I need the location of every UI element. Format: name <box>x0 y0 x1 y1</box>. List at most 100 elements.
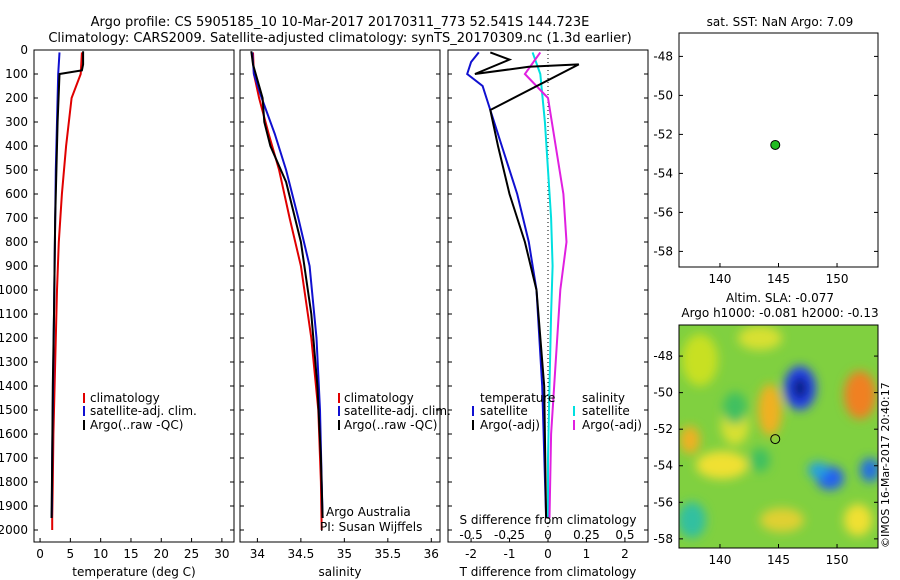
x-tick-label: -2 <box>465 547 477 561</box>
legend-label-argo-s: Argo(-adj) <box>582 418 642 432</box>
y-tick-label: 1500 <box>0 403 28 417</box>
x-tick-label-s: 0 <box>544 528 552 542</box>
x-tick-label: 145 <box>767 553 790 567</box>
difference-panel: -2 -1 0 1 2 -0.5 -0.25 0 0.25 0.5 S difference fr… <box>447 49 649 579</box>
x-tick-label: 145 <box>767 272 790 286</box>
salinity-legend: climatology satellite-adj. clim. Argo(..… <box>338 391 451 432</box>
y-tick-label: 300 <box>5 115 28 129</box>
x-tick-label: 140 <box>709 272 732 286</box>
y-tick-label: 600 <box>5 187 28 201</box>
temperature-panel: 0 5 10 15 20 25 30 010020030040050060070080090… <box>0 43 648 579</box>
x-tick-label: 2 <box>621 547 629 561</box>
y-tick-label: 1800 <box>0 475 28 489</box>
copyright-symbol: © <box>879 537 892 548</box>
x-tick-label-s: 0.25 <box>573 528 600 542</box>
legend-label-satellite-t: satellite <box>480 404 528 418</box>
legend-label-argo-t: Argo(-adj) <box>480 418 540 432</box>
x-tick-label: 15 <box>123 547 138 561</box>
y-tick-label: -54 <box>653 166 673 180</box>
x-tick-label: 35 <box>337 547 352 561</box>
y-tick-label: 1000 <box>0 283 28 297</box>
legend-label-argo: Argo(..raw -QC) <box>90 418 183 432</box>
legend-label-satellite: satellite-adj. clim. <box>344 404 451 418</box>
series-argo-t <box>474 51 580 519</box>
x-tick-label: 34.5 <box>288 547 315 561</box>
sla-map-title2: Argo h1000: -0.081 h2000: -0.13 <box>681 306 878 320</box>
y-tick-label: 2000 <box>0 523 28 537</box>
x-tick-label: 0 <box>36 547 44 561</box>
y-tick-label: 1300 <box>0 355 28 369</box>
credit-argo-australia: Argo Australia <box>326 505 411 519</box>
difference-xlabel: T difference from climatology <box>459 565 637 579</box>
y-tick-label: 0 <box>20 43 28 57</box>
y-tick-label: 500 <box>5 163 28 177</box>
figure-title-line2: Climatology: CARS2009. Satellite-adjuste… <box>48 31 631 46</box>
y-tick-label: 100 <box>5 67 28 81</box>
x-tick-label: 20 <box>154 547 169 561</box>
x-tick-label: 10 <box>93 547 108 561</box>
sla-map-title1: Altim. SLA: -0.077 <box>726 291 834 305</box>
temperature-xlabel: temperature (deg C) <box>72 565 195 579</box>
series-argo <box>50 51 85 519</box>
stamp-text: IMOS 16-Mar-2017 20:40:17 <box>879 382 892 537</box>
series-satellite-adj <box>251 52 324 519</box>
legend-label-argo: Argo(..raw -QC) <box>344 418 437 432</box>
difference-legend: temperature salinity satellite Argo(-adj… <box>472 391 642 432</box>
credit-pi: PI: Susan Wijffels <box>320 520 422 534</box>
series-argo <box>250 51 324 519</box>
x-tick-label-s: -0.5 <box>459 528 482 542</box>
sst-map-axes <box>678 32 879 268</box>
s-difference-label: S difference from climatology <box>460 513 637 527</box>
x-tick-label: 36 <box>424 547 439 561</box>
x-tick-label: -1 <box>504 547 516 561</box>
sst-map-title: sat. SST: NaN Argo: 7.09 <box>707 15 854 29</box>
y-tick-label: -48 <box>653 49 673 63</box>
y-tick-label: -48 <box>653 349 673 363</box>
y-tick-label: 800 <box>5 235 28 249</box>
y-tick-label: -54 <box>653 459 673 473</box>
y-tick-label: 1200 <box>0 331 28 345</box>
y-tick-label: -50 <box>653 386 673 400</box>
legend-header-temperature: temperature <box>480 391 555 405</box>
x-tick-label: 35.5 <box>374 547 401 561</box>
y-tick-label: 1400 <box>0 379 28 393</box>
y-tick-label: -56 <box>653 205 673 219</box>
x-tick-label: 1 <box>583 547 591 561</box>
x-tick-label-s: -0.25 <box>494 528 525 542</box>
temperature-legend: climatology satellite-adj. clim. Argo(..… <box>83 391 197 432</box>
x-tick-label: 0 <box>544 547 552 561</box>
y-tick-label: -58 <box>653 532 673 546</box>
y-tick-label: 400 <box>5 139 28 153</box>
sla-map-panel: Altim. SLA: -0.077 Argo h1000: -0.081 h2… <box>653 291 892 567</box>
x-tick-label: 34 <box>250 547 265 561</box>
float-location-marker <box>770 434 781 445</box>
y-tick-label: 1900 <box>0 499 28 513</box>
sst-map-panel: sat. SST: NaN Argo: 7.09 140 145 150 -48 -50… <box>653 15 879 286</box>
sla-heatmap <box>679 325 878 548</box>
legend-header-salinity: salinity <box>582 391 625 405</box>
y-tick-label: 1700 <box>0 451 28 465</box>
float-location-marker <box>770 139 781 150</box>
x-tick-label: 140 <box>709 553 732 567</box>
y-tick-label: -52 <box>653 422 673 436</box>
y-tick-label: 1600 <box>0 427 28 441</box>
x-tick-label: 150 <box>826 553 849 567</box>
x-tick-label: 5 <box>67 547 75 561</box>
legend-label-climatology: climatology <box>90 391 160 405</box>
series-satellite-s <box>531 52 554 518</box>
temperature-axes <box>33 49 235 543</box>
y-tick-label: -58 <box>653 244 673 258</box>
x-tick-label: 30 <box>214 547 229 561</box>
x-tick-label: 25 <box>184 547 199 561</box>
imos-stamp: ©IMOS 16-Mar-2017 20:40:17 <box>879 382 892 548</box>
y-tick-label: 200 <box>5 91 28 105</box>
legend-label-satellite: satellite-adj. clim. <box>90 404 197 418</box>
y-tick-label: 900 <box>5 259 28 273</box>
salinity-panel: 34 34.5 35 35.5 36 salinity climatology sate… <box>239 49 451 579</box>
y-tick-label: -50 <box>653 88 673 102</box>
y-tick-label: -56 <box>653 495 673 509</box>
y-tick-label: 1100 <box>0 307 28 321</box>
x-tick-label-s: 0.5 <box>615 528 634 542</box>
legend-label-climatology: climatology <box>344 391 414 405</box>
